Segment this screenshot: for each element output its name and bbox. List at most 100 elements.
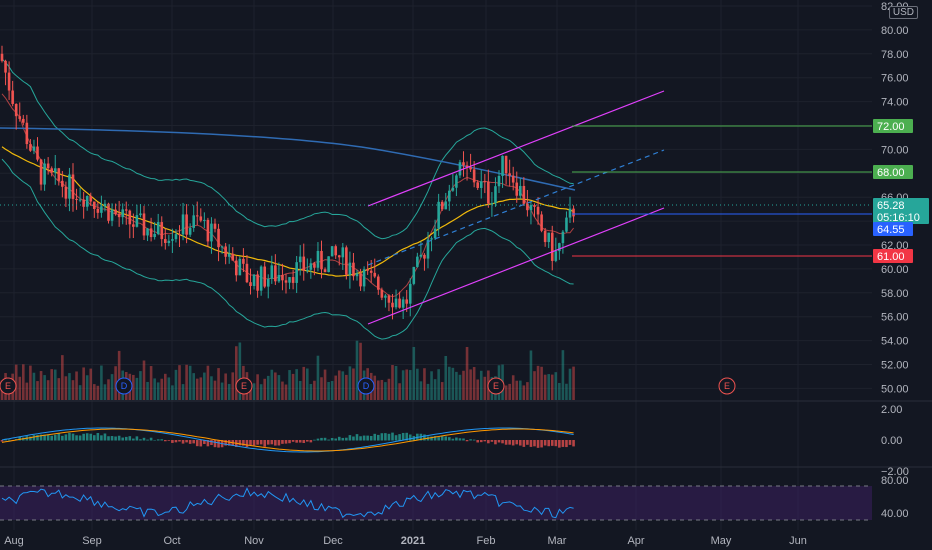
channel-upper-line[interactable] <box>367 90 665 207</box>
volume-bar <box>377 380 380 400</box>
candle-body <box>139 213 142 216</box>
volume-bar <box>426 383 430 400</box>
macd-histogram-bar <box>437 437 440 441</box>
rsi-scale[interactable]: 80.00 40.00 <box>881 475 909 520</box>
macd-scale[interactable]: 2.00 0.00 −2.00 <box>881 404 909 478</box>
candle-body <box>423 254 426 259</box>
price-scale-label: 54.00 <box>881 336 909 348</box>
earnings-event-icon[interactable]: E <box>487 377 505 395</box>
macd-histogram-bar <box>369 436 373 441</box>
candle-body <box>497 175 501 187</box>
candle-body <box>93 201 96 209</box>
volume-bar <box>462 370 465 400</box>
candle-body <box>554 251 558 261</box>
price-scale-label: 74.00 <box>881 97 909 109</box>
candle-body <box>132 224 135 227</box>
volume-bar <box>306 368 309 400</box>
macd-histogram-bar <box>217 440 220 448</box>
macd-histogram-bar <box>476 440 479 443</box>
macd-histogram-bar <box>462 438 465 441</box>
volume-bar <box>543 374 547 400</box>
volume-bar <box>270 369 274 400</box>
ma-slow <box>0 127 576 191</box>
volume-bar <box>284 384 288 400</box>
candle-body <box>394 298 398 308</box>
volume-bar <box>398 383 401 400</box>
candle-body <box>440 201 444 210</box>
volume-bar <box>61 355 64 400</box>
rsi-pane[interactable] <box>0 485 872 521</box>
macd-histogram-bar <box>185 440 188 443</box>
earnings-event-icon[interactable]: E <box>235 377 253 395</box>
candle-body <box>501 155 504 176</box>
macd-histogram-bar <box>405 432 408 441</box>
candle-body <box>458 162 462 176</box>
macd-histogram-bar <box>249 440 252 446</box>
volume-bar <box>36 381 39 400</box>
candle-body <box>543 230 547 243</box>
macd-pane[interactable] <box>0 427 575 453</box>
volume-bar <box>504 385 508 400</box>
dividend-event-icon[interactable]: D <box>115 377 133 395</box>
volume-bar <box>85 375 89 400</box>
macd-histogram-bar <box>61 435 64 441</box>
candle-body <box>352 262 355 277</box>
candle-body <box>323 269 327 273</box>
volume-bar <box>32 372 36 400</box>
macd-histogram-bar <box>171 440 174 443</box>
candle-body <box>174 234 178 240</box>
earnings-event-icon[interactable]: E <box>718 377 736 395</box>
volume-bar <box>210 376 213 400</box>
price-scale-label: 80.00 <box>881 25 909 37</box>
macd-histogram-bar <box>341 437 345 441</box>
price-scale-label: 56.00 <box>881 312 909 324</box>
volume-bar <box>174 369 178 400</box>
macd-histogram-bar <box>479 440 483 443</box>
channel-mid-line[interactable] <box>367 149 665 266</box>
volume-bar <box>511 375 515 400</box>
event-label: D <box>363 381 370 391</box>
volume-bar <box>508 383 511 400</box>
macd-histogram-bar <box>519 440 522 446</box>
price-scale-label: 60.00 <box>881 264 909 276</box>
channel-lower-line[interactable] <box>367 207 665 325</box>
dividend-event-icon[interactable]: D <box>357 377 375 395</box>
volume-bar <box>46 380 50 400</box>
volume-bar <box>14 364 18 400</box>
candle-body <box>380 289 384 298</box>
macd-histogram-bar <box>337 436 341 441</box>
candle-body <box>71 174 75 199</box>
macd-histogram-bar <box>288 440 291 444</box>
volume-bar <box>330 381 334 400</box>
trend-channel[interactable] <box>367 90 665 325</box>
macd-histogram-bar <box>64 434 68 441</box>
candle-body <box>25 122 29 145</box>
macd-histogram-bar <box>89 433 93 441</box>
macd-histogram-bar <box>572 440 575 447</box>
macd-histogram-bar <box>277 440 281 446</box>
candle-body <box>327 256 330 273</box>
volume-bar <box>565 383 568 400</box>
volume-bar <box>359 342 362 400</box>
currency-label[interactable]: USD <box>888 6 918 19</box>
macd-histogram-bar <box>188 440 192 444</box>
price-tag-68-text: 68.00 <box>877 167 905 179</box>
macd-histogram-bar <box>440 435 444 441</box>
volume-bar <box>82 367 85 400</box>
volume-bar <box>263 378 266 400</box>
horizontal-levels[interactable] <box>0 125 872 257</box>
macd-histogram-bar <box>139 439 142 441</box>
candle-body <box>572 208 575 217</box>
volume-bar <box>522 385 526 400</box>
candlesticks <box>0 45 575 320</box>
volume-bar <box>401 370 405 400</box>
candle-body <box>224 246 227 257</box>
price-scale-label: 76.00 <box>881 73 909 85</box>
macd-histogram-bar <box>433 436 437 441</box>
volume-bar <box>440 382 444 400</box>
earnings-event-icon[interactable]: E <box>0 377 17 395</box>
time-axis[interactable]: Aug Sep Oct Nov Dec 2021 Feb Mar Apr May Jun <box>4 535 807 547</box>
